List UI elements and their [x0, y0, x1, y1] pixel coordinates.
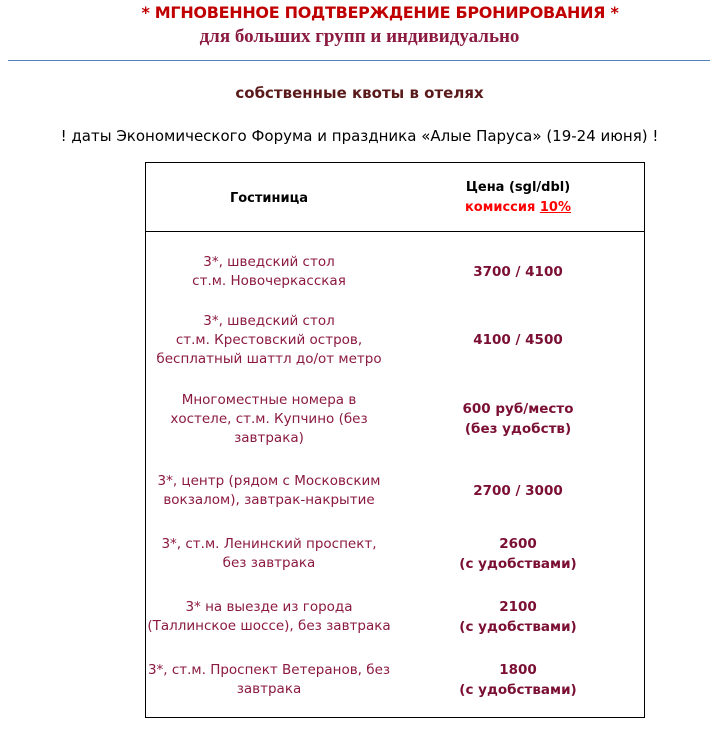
header-divider — [146, 231, 644, 232]
hotel-description-line: ст.м. Крестовский остров, — [175, 331, 363, 348]
hotel-description-line: завтрака — [236, 681, 302, 697]
hotel-price-line: (без удобств) — [464, 421, 572, 437]
hotel-price: 3700 / 4100 — [392, 262, 644, 282]
groups-subtitle: для больших групп и индивидуально — [199, 26, 520, 47]
hotel-price: 4100 / 4500 — [392, 330, 644, 350]
hotel-price-line: 3700 / 4100 — [473, 264, 563, 280]
hotel-description-line: завтрака) — [234, 429, 304, 446]
hotel-description-line: вокзалом), завтрак-накрытие — [163, 492, 375, 508]
commission-text: комиссия — [464, 200, 536, 215]
booking-headline: * МГНОВЕННОЕ ПОДТВЕРЖДЕНИЕ БРОНИРОВАНИЯ … — [141, 3, 619, 22]
quotas-heading: собственные квоты в отелях — [235, 84, 484, 102]
hotel-price: 1800 (с удобствами) — [392, 660, 644, 700]
column-header-hotel: Гостиница — [229, 191, 309, 206]
hotel-description-line: 3*, ст.м. Ленинский проспект, — [161, 536, 377, 552]
hotel-description-line: 3* на выезде из города — [185, 599, 353, 615]
hotel-price-line: 2100 — [499, 599, 537, 615]
hotel-description: 3*, центр (рядом с Московским вокзалом), … — [146, 472, 392, 510]
hotel-description: 3*, шведский стол ст.м. Новочеркасская — [146, 253, 392, 291]
commission-value: 10% — [539, 200, 571, 215]
hotel-price-line: 1800 — [499, 662, 537, 678]
hotel-price: 2600 (с удобствами) — [392, 534, 644, 574]
hotel-description-line: Многоместные номера в — [181, 391, 357, 408]
hotel-price: 2100 (с удобствами) — [392, 597, 644, 637]
commission-label: комиссия 10% — [392, 200, 644, 215]
hotel-description: 3*, шведский стол ст.м. Крестовский остро… — [146, 312, 392, 369]
hotel-description: 3*, ст.м. Проспект Ветеранов, без завтрак… — [146, 661, 392, 699]
hotel-description: 3* на выезде из города (Таллинское шоссе)… — [146, 598, 392, 636]
hotel-price: 2700 / 3000 — [392, 481, 644, 501]
hotel-description: 3*, ст.м. Ленинский проспект, без завтрак… — [146, 535, 392, 573]
dates-note: ! даты Экономического Форума и праздника… — [60, 127, 659, 145]
hotel-price-line: (с удобствами) — [459, 682, 577, 698]
hotel-price-line: (с удобствами) — [459, 556, 577, 572]
hotel-price-table: Гостиница Цена (sgl/dbl) комиссия 10% 3*… — [145, 162, 645, 718]
hotel-price-line: 600 руб/место — [462, 401, 574, 417]
divider — [8, 60, 710, 61]
hotel-description-line: 3*, центр (рядом с Московским — [157, 473, 381, 489]
hotel-description-line: (Таллинское шоссе), без завтрака — [147, 618, 391, 634]
hotel-description-line: ст.м. Новочеркасская — [192, 273, 346, 289]
column-header-price: Цена (sgl/dbl) — [465, 180, 571, 195]
hotel-description-line: 3*, ст.м. Проспект Ветеранов, без — [147, 662, 391, 678]
hotel-price-line: (с удобствами) — [459, 619, 577, 635]
hotel-price-line: 2600 — [499, 536, 537, 552]
hotel-description-line: 3*, шведский стол — [203, 312, 335, 329]
hotel-price-line: 4100 / 4500 — [473, 332, 563, 348]
hotel-description-line: хостеле, ст.м. Купчино (без — [170, 410, 368, 427]
hotel-price: 600 руб/место (без удобств) — [392, 399, 644, 439]
hotel-description-line: 3*, шведский стол — [203, 254, 335, 270]
hotel-price-line: 2700 / 3000 — [473, 483, 563, 499]
hotel-description-line: без завтрака — [222, 555, 316, 571]
hotel-description-line: бесплатный шаттл до/от метро — [156, 350, 382, 367]
hotel-description: Многоместные номера в хостеле, ст.м. Купч… — [146, 391, 392, 448]
